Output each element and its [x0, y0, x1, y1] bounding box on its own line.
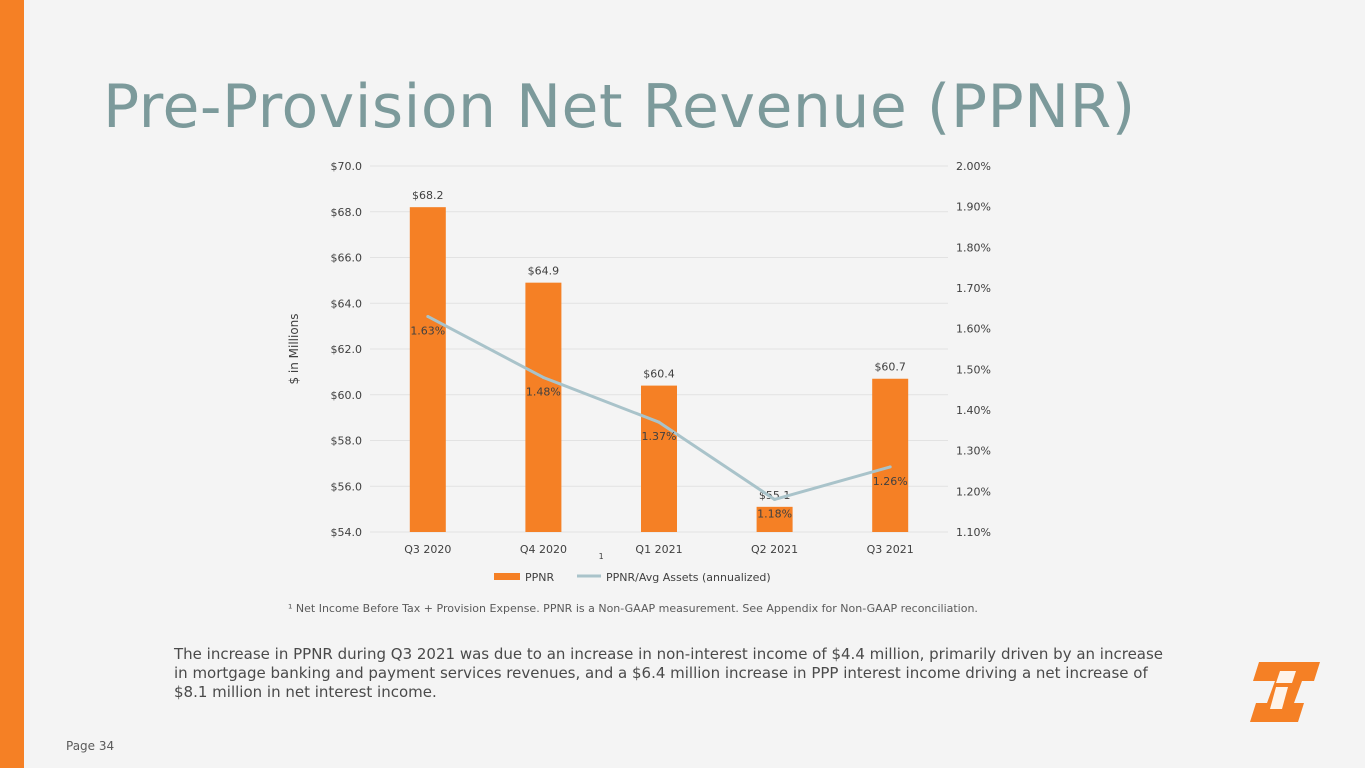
- legend-swatch-bar: [494, 573, 520, 580]
- y-tick-label: $64.0: [331, 297, 363, 310]
- y-tick-label: $54.0: [331, 526, 363, 539]
- y-tick-label: $66.0: [331, 252, 363, 265]
- y-tick-label: $70.0: [331, 160, 363, 173]
- ppnr-combo-chart: $54.0 $56.0 $58.0 $60.0 $62.0 $64.0 $66.0 $68.0…: [287, 160, 991, 584]
- y2-tick-label: 1.10%: [956, 526, 991, 539]
- ratio-point: [773, 497, 777, 501]
- y2-tick-label: 1.80%: [956, 241, 991, 254]
- x-tick-label: Q3 2020: [404, 543, 451, 556]
- y-tick-label: $62.0: [331, 343, 363, 356]
- x-tick-label: Q3 2021: [867, 543, 914, 556]
- y2-tick-label: 1.60%: [956, 323, 991, 336]
- y2-tick-label: 1.90%: [956, 201, 991, 214]
- ratio-data-label: 1.18%: [757, 507, 792, 520]
- y-tick-label: $58.0: [331, 435, 363, 448]
- y2-tick-label: 1.70%: [956, 282, 991, 295]
- accent-bar: [0, 0, 24, 768]
- y-axis-title: $ in Millions: [287, 313, 301, 384]
- ratio-point: [888, 465, 892, 469]
- summary-paragraph: The increase in PPNR during Q3 2021 was …: [174, 645, 1164, 701]
- y-tick-label: $56.0: [331, 480, 363, 493]
- bar: [409, 207, 446, 533]
- legend-label: PPNR: [525, 571, 554, 584]
- bar: [872, 378, 909, 532]
- page-number: Page 34: [66, 739, 115, 753]
- footnote: ¹ Net Income Before Tax + Provision Expe…: [288, 602, 978, 615]
- footnote-marker: 1: [599, 552, 604, 561]
- y2-tick-label: 1.30%: [956, 445, 991, 458]
- y2-tick-label: 1.50%: [956, 363, 991, 376]
- bar: [641, 385, 677, 532]
- ratio-data-label: 1.63%: [410, 324, 445, 337]
- x-tick-label: Q1 2021: [635, 543, 682, 556]
- y-tick-label: $60.0: [331, 389, 363, 402]
- page-title: Pre-Provision Net Revenue (PPNR): [103, 72, 1136, 142]
- ratio-point: [541, 375, 545, 379]
- y2-tick-label: 1.40%: [956, 404, 991, 417]
- y2-tick-label: 2.00%: [956, 160, 991, 173]
- ratio-point: [657, 420, 661, 424]
- bar-data-label: $60.7: [874, 361, 906, 374]
- ratio-data-label: 1.26%: [873, 475, 908, 488]
- x-tick-label: Q2 2021: [751, 543, 798, 556]
- legend-label: PPNR/Avg Assets (annualized): [606, 571, 771, 584]
- ratio-data-label: 1.37%: [642, 430, 677, 443]
- bar: [525, 282, 562, 532]
- bar-data-label: $60.4: [643, 368, 675, 381]
- company-logo-icon: [1250, 662, 1320, 722]
- y2-tick-label: 1.20%: [956, 485, 991, 498]
- x-tick-label: Q4 2020: [520, 543, 567, 556]
- ratio-data-label: 1.48%: [526, 385, 561, 398]
- ratio-point: [426, 314, 430, 318]
- y-tick-label: $68.0: [331, 206, 363, 219]
- bar: [756, 506, 793, 532]
- bar-data-label: $64.9: [528, 265, 560, 278]
- bar-data-label: $68.2: [412, 189, 444, 202]
